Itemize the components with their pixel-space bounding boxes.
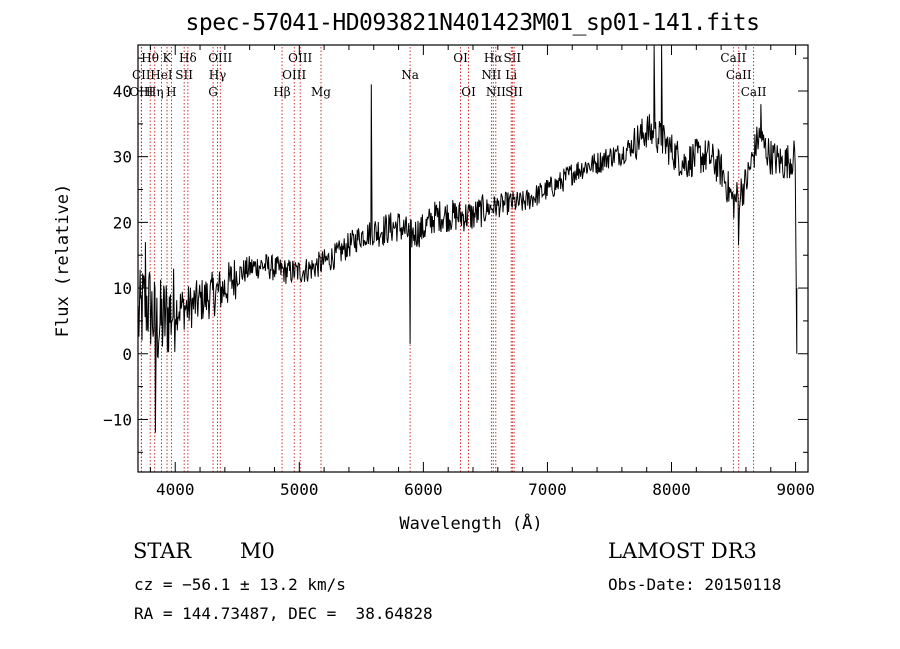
spectrum-series <box>137 44 798 433</box>
spectral-line-label: OIII <box>288 51 312 65</box>
spectral-line-label: SII <box>505 85 523 99</box>
x-tick-label: 9000 <box>776 480 815 499</box>
spectral-line-label: CaII <box>726 68 752 82</box>
coords-label: RA = 144.73487, DEC = 38.64828 <box>134 604 433 623</box>
spectral-line-label: Hβ <box>273 85 290 99</box>
spectral-line-label: CaII <box>720 51 746 65</box>
spectral-line-label: Hη <box>146 85 164 99</box>
spectral-line-label: Hθ <box>141 51 159 65</box>
spectral-line-label: SII <box>175 68 193 82</box>
spectral-line-label: OI <box>461 85 476 99</box>
x-tick-label: 4000 <box>156 480 195 499</box>
x-axis-label: Wavelength (Å) <box>399 512 542 534</box>
x-tick-label: 6000 <box>404 480 443 499</box>
y-tick-label: 40 <box>113 82 132 101</box>
spectral-line-label: OIII <box>208 51 232 65</box>
spectral-line-label: Hγ <box>209 68 227 82</box>
spectral-line-label: CaII <box>741 85 767 99</box>
class-label: STAR <box>133 539 192 563</box>
spectral-line-label: Hα <box>484 51 503 65</box>
y-tick-label: 30 <box>113 148 132 167</box>
spectral-line-label: G <box>208 85 218 99</box>
spectral-line-label: OIII <box>129 85 153 99</box>
x-tick-label: 5000 <box>280 480 319 499</box>
y-axis-label: Flux (relative) <box>53 184 73 338</box>
spectral-line-label: NII <box>481 68 501 82</box>
y-tick-label: −10 <box>103 410 132 429</box>
y-tick-label: 0 <box>122 345 132 364</box>
spectral-line-label: H <box>166 85 176 99</box>
obs-date-label: Obs-Date: 20150118 <box>608 575 782 594</box>
plot-frame <box>137 44 809 473</box>
y-tick-label: 20 <box>113 213 132 232</box>
survey-label: LAMOST DR3 <box>608 539 757 563</box>
spectral-line-label: Na <box>401 68 419 82</box>
y-tick-label: 10 <box>113 279 132 298</box>
spectral-line-label: NII <box>486 85 506 99</box>
cz-label: cz = −56.1 ± 13.2 km/s <box>134 575 346 594</box>
spectral-line-label: Li <box>505 68 517 82</box>
spectrum-line <box>137 44 798 433</box>
x-tick-label: 8000 <box>652 480 691 499</box>
subclass-label: M0 <box>240 539 275 563</box>
spectral-line-label: HeI <box>150 68 173 82</box>
spectral-line-label: OIII <box>282 68 306 82</box>
axes: 4000 5000 6000 7000 8000 9000 −10 0 10 20 30 40 Wave… <box>53 44 815 534</box>
spectral-line-label: Hδ <box>179 51 197 65</box>
spectral-line-label: SII <box>503 51 521 65</box>
spectral-line-label: OI <box>453 51 468 65</box>
spectral-line-label: K <box>163 51 173 65</box>
spectral-line-label: Mg <box>311 85 331 99</box>
chart-title: spec-57041-HD093821N401423M01_sp01-141.f… <box>185 10 760 36</box>
spectral-line-markers: HθCIIOIIIHηHeIKHSIIHδGOIIIHγHβOIIIOIIIMg… <box>129 47 767 472</box>
x-tick-label: 7000 <box>528 480 567 499</box>
